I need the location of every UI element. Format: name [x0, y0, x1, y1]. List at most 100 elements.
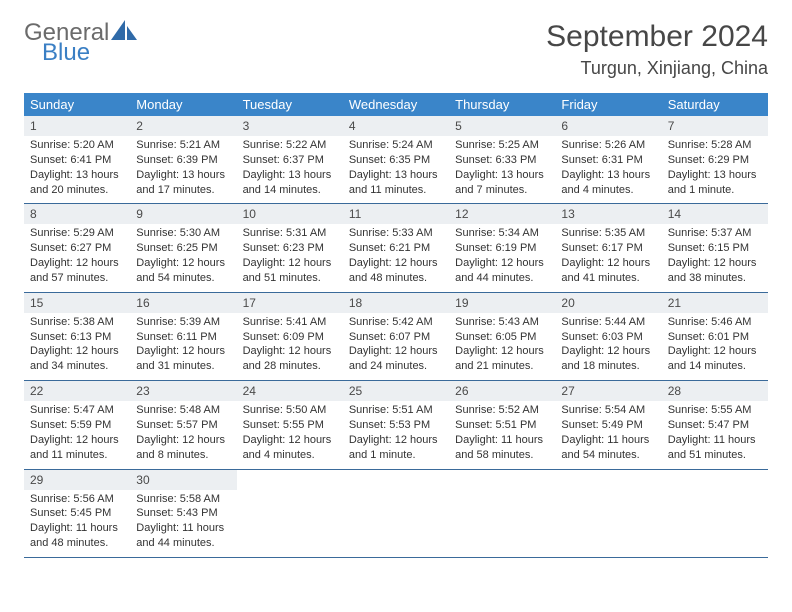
sunrise-text: Sunrise: 5:47 AM [30, 403, 124, 418]
sunset-text: Sunset: 6:33 PM [455, 153, 549, 168]
day-cell: 28Sunrise: 5:55 AMSunset: 5:47 PMDayligh… [662, 381, 768, 468]
day-number: 9 [130, 204, 236, 224]
sunset-text: Sunset: 6:19 PM [455, 241, 549, 256]
sunrise-text: Sunrise: 5:38 AM [30, 315, 124, 330]
daylight-text: Daylight: 12 hours and 4 minutes. [243, 433, 337, 463]
sunrise-text: Sunrise: 5:50 AM [243, 403, 337, 418]
sunrise-text: Sunrise: 5:21 AM [136, 138, 230, 153]
sunset-text: Sunset: 5:45 PM [30, 506, 124, 521]
day-number: 30 [130, 470, 236, 490]
sunrise-text: Sunrise: 5:58 AM [136, 492, 230, 507]
day-number: 3 [237, 116, 343, 136]
week-row: 8Sunrise: 5:29 AMSunset: 6:27 PMDaylight… [24, 204, 768, 292]
day-number: 14 [662, 204, 768, 224]
weekday-label: Sunday [24, 93, 130, 116]
day-content: Sunrise: 5:28 AMSunset: 6:29 PMDaylight:… [662, 136, 768, 203]
day-number: 24 [237, 381, 343, 401]
day-content: Sunrise: 5:52 AMSunset: 5:51 PMDaylight:… [449, 401, 555, 468]
sunrise-text: Sunrise: 5:48 AM [136, 403, 230, 418]
week-row: 29Sunrise: 5:56 AMSunset: 5:45 PMDayligh… [24, 470, 768, 558]
day-cell: 13Sunrise: 5:35 AMSunset: 6:17 PMDayligh… [555, 204, 661, 291]
day-content: Sunrise: 5:26 AMSunset: 6:31 PMDaylight:… [555, 136, 661, 203]
day-cell: 10Sunrise: 5:31 AMSunset: 6:23 PMDayligh… [237, 204, 343, 291]
daylight-text: Daylight: 12 hours and 48 minutes. [349, 256, 443, 286]
sunset-text: Sunset: 6:23 PM [243, 241, 337, 256]
day-number: 20 [555, 293, 661, 313]
day-cell: 2Sunrise: 5:21 AMSunset: 6:39 PMDaylight… [130, 116, 236, 203]
week-row: 22Sunrise: 5:47 AMSunset: 5:59 PMDayligh… [24, 381, 768, 469]
sunrise-text: Sunrise: 5:22 AM [243, 138, 337, 153]
sunrise-text: Sunrise: 5:33 AM [349, 226, 443, 241]
day-content: Sunrise: 5:58 AMSunset: 5:43 PMDaylight:… [130, 490, 236, 557]
day-content: Sunrise: 5:31 AMSunset: 6:23 PMDaylight:… [237, 224, 343, 291]
day-content: Sunrise: 5:55 AMSunset: 5:47 PMDaylight:… [662, 401, 768, 468]
day-number: 16 [130, 293, 236, 313]
sunset-text: Sunset: 5:53 PM [349, 418, 443, 433]
day-number: 22 [24, 381, 130, 401]
day-number: 23 [130, 381, 236, 401]
daylight-text: Daylight: 12 hours and 44 minutes. [455, 256, 549, 286]
day-cell: 1Sunrise: 5:20 AMSunset: 6:41 PMDaylight… [24, 116, 130, 203]
day-content: Sunrise: 5:48 AMSunset: 5:57 PMDaylight:… [130, 401, 236, 468]
day-number: 10 [237, 204, 343, 224]
daylight-text: Daylight: 11 hours and 51 minutes. [668, 433, 762, 463]
day-content: Sunrise: 5:50 AMSunset: 5:55 PMDaylight:… [237, 401, 343, 468]
day-number: 25 [343, 381, 449, 401]
day-content: Sunrise: 5:46 AMSunset: 6:01 PMDaylight:… [662, 313, 768, 380]
weekday-label: Monday [130, 93, 236, 116]
daylight-text: Daylight: 12 hours and 51 minutes. [243, 256, 337, 286]
day-number: 8 [24, 204, 130, 224]
sunrise-text: Sunrise: 5:52 AM [455, 403, 549, 418]
sunrise-text: Sunrise: 5:20 AM [30, 138, 124, 153]
day-cell: 12Sunrise: 5:34 AMSunset: 6:19 PMDayligh… [449, 204, 555, 291]
daylight-text: Daylight: 12 hours and 28 minutes. [243, 344, 337, 374]
sunset-text: Sunset: 6:15 PM [668, 241, 762, 256]
weekday-label: Tuesday [237, 93, 343, 116]
daylight-text: Daylight: 11 hours and 48 minutes. [30, 521, 124, 551]
daylight-text: Daylight: 12 hours and 14 minutes. [668, 344, 762, 374]
day-number: 19 [449, 293, 555, 313]
day-cell: 11Sunrise: 5:33 AMSunset: 6:21 PMDayligh… [343, 204, 449, 291]
weekday-label: Thursday [449, 93, 555, 116]
day-cell [555, 470, 661, 557]
day-cell: 9Sunrise: 5:30 AMSunset: 6:25 PMDaylight… [130, 204, 236, 291]
day-content: Sunrise: 5:38 AMSunset: 6:13 PMDaylight:… [24, 313, 130, 380]
weekday-label: Wednesday [343, 93, 449, 116]
sunrise-text: Sunrise: 5:44 AM [561, 315, 655, 330]
daylight-text: Daylight: 13 hours and 1 minute. [668, 168, 762, 198]
sunset-text: Sunset: 6:17 PM [561, 241, 655, 256]
day-content: Sunrise: 5:43 AMSunset: 6:05 PMDaylight:… [449, 313, 555, 380]
sunset-text: Sunset: 5:51 PM [455, 418, 549, 433]
day-content: Sunrise: 5:30 AMSunset: 6:25 PMDaylight:… [130, 224, 236, 291]
day-content: Sunrise: 5:29 AMSunset: 6:27 PMDaylight:… [24, 224, 130, 291]
sunset-text: Sunset: 6:05 PM [455, 330, 549, 345]
sunset-text: Sunset: 5:43 PM [136, 506, 230, 521]
daylight-text: Daylight: 13 hours and 4 minutes. [561, 168, 655, 198]
sunset-text: Sunset: 6:03 PM [561, 330, 655, 345]
day-cell: 15Sunrise: 5:38 AMSunset: 6:13 PMDayligh… [24, 293, 130, 380]
day-content: Sunrise: 5:33 AMSunset: 6:21 PMDaylight:… [343, 224, 449, 291]
daylight-text: Daylight: 12 hours and 38 minutes. [668, 256, 762, 286]
day-cell: 25Sunrise: 5:51 AMSunset: 5:53 PMDayligh… [343, 381, 449, 468]
day-cell: 5Sunrise: 5:25 AMSunset: 6:33 PMDaylight… [449, 116, 555, 203]
daylight-text: Daylight: 12 hours and 1 minute. [349, 433, 443, 463]
daylight-text: Daylight: 11 hours and 58 minutes. [455, 433, 549, 463]
day-content: Sunrise: 5:41 AMSunset: 6:09 PMDaylight:… [237, 313, 343, 380]
sunset-text: Sunset: 5:49 PM [561, 418, 655, 433]
sunset-text: Sunset: 6:21 PM [349, 241, 443, 256]
sunrise-text: Sunrise: 5:31 AM [243, 226, 337, 241]
day-number: 17 [237, 293, 343, 313]
sunset-text: Sunset: 5:47 PM [668, 418, 762, 433]
day-content: Sunrise: 5:37 AMSunset: 6:15 PMDaylight:… [662, 224, 768, 291]
sunrise-text: Sunrise: 5:35 AM [561, 226, 655, 241]
sunrise-text: Sunrise: 5:37 AM [668, 226, 762, 241]
day-number: 6 [555, 116, 661, 136]
day-number: 26 [449, 381, 555, 401]
sunrise-text: Sunrise: 5:30 AM [136, 226, 230, 241]
day-number: 29 [24, 470, 130, 490]
sunrise-text: Sunrise: 5:29 AM [30, 226, 124, 241]
calendar: SundayMondayTuesdayWednesdayThursdayFrid… [24, 93, 768, 558]
day-content: Sunrise: 5:54 AMSunset: 5:49 PMDaylight:… [555, 401, 661, 468]
logo-text-blue: Blue [42, 41, 137, 65]
weekday-label: Saturday [662, 93, 768, 116]
